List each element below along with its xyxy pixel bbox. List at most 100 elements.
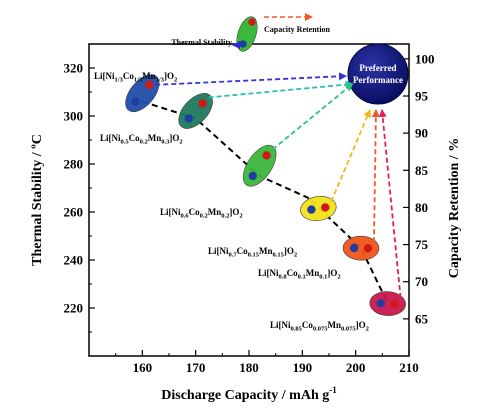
material-label-subscript: 0.15 bbox=[273, 252, 285, 259]
material-label-subscript: 2 bbox=[366, 326, 369, 333]
material-label-subscript: 0.3 bbox=[161, 139, 170, 146]
material-label-text: Li[Ni bbox=[100, 133, 121, 143]
material-label-subscript: 2 bbox=[337, 274, 340, 281]
material-label-text: Co bbox=[237, 246, 248, 256]
y2-tick-label: 75 bbox=[415, 237, 429, 252]
y2-tick-label: 85 bbox=[415, 163, 429, 178]
material-label-text: Li[Ni bbox=[160, 207, 181, 217]
retention-point bbox=[145, 80, 154, 90]
material-label-text: Mn bbox=[328, 320, 342, 330]
material-label-subscript: 0.5 bbox=[121, 139, 130, 146]
material-label-text: Co bbox=[302, 320, 313, 330]
x-tick-label: 200 bbox=[346, 360, 366, 375]
y-tick-label: 220 bbox=[64, 301, 84, 316]
y-tick-label: 240 bbox=[64, 253, 84, 268]
material-label: Li[Ni0.7Co0.15Mn0.15]O2 bbox=[208, 246, 297, 259]
x-axis-title-text: Discharge Capacity / mAh g bbox=[161, 388, 329, 403]
material-label-subscript: 2 bbox=[174, 77, 177, 84]
y2-tick-label: 100 bbox=[415, 51, 435, 66]
thermal-point bbox=[349, 243, 359, 253]
y2-tick-label: 65 bbox=[415, 311, 429, 326]
material-label-text: Li[Ni bbox=[270, 320, 291, 330]
arrow-to-preferred bbox=[371, 109, 380, 243]
material-label-subscript: 0.15 bbox=[248, 252, 260, 259]
legend-bubble bbox=[236, 16, 258, 52]
material-label: Li[Ni1/3Co1/3Mn1/3]O2 bbox=[94, 71, 177, 84]
material-label-text: Li[Ni bbox=[258, 268, 279, 278]
material-label: Li[Ni0.85Co0.075Mn0.075]O2 bbox=[270, 320, 369, 333]
material-label-text: ]O bbox=[169, 133, 179, 143]
arrow-to-preferred bbox=[208, 80, 354, 99]
material-label-text: ]O bbox=[229, 207, 239, 217]
y-tick-label: 320 bbox=[64, 61, 84, 76]
thermal-point bbox=[184, 114, 193, 123]
material-label-subscript: 0.2 bbox=[140, 139, 148, 146]
thermal-point bbox=[376, 299, 385, 308]
y2-tick-label: 90 bbox=[415, 126, 428, 141]
arrow-to-preferred bbox=[330, 109, 371, 202]
legend-thermal-label: Thermal Stability bbox=[171, 38, 232, 47]
retention-point bbox=[198, 99, 207, 108]
material-label-text: Co bbox=[123, 71, 134, 81]
retention-point bbox=[321, 203, 330, 212]
arrow-to-preferred bbox=[155, 72, 347, 86]
material-label-subscript: 0.7 bbox=[229, 252, 238, 259]
material-label-subscript: 0.8 bbox=[279, 274, 288, 281]
material-label-subscript: 0.2 bbox=[221, 213, 229, 220]
legend-retention-point bbox=[248, 18, 256, 26]
material-bubble bbox=[178, 93, 213, 129]
material-label-text: Mn bbox=[306, 268, 320, 278]
material-label-subscript: 0.1 bbox=[319, 274, 327, 281]
material-label: Li[Ni0.5Co0.2Mn0.3]O2 bbox=[100, 133, 183, 146]
x-tick-label: 210 bbox=[399, 360, 419, 375]
material-bubble bbox=[369, 291, 406, 316]
material-label-text: ]O bbox=[164, 71, 174, 81]
material-label-text: ]O bbox=[284, 246, 294, 256]
x-tick-label: 170 bbox=[186, 360, 206, 375]
y2-tick-label: 80 bbox=[415, 200, 428, 215]
arrow-to-preferred bbox=[378, 109, 402, 299]
preferred-label-line1: Preferred bbox=[359, 63, 396, 73]
material-label-subscript: 0.075 bbox=[341, 326, 356, 333]
material-label-subscript: 1/3 bbox=[115, 77, 124, 84]
material-label-subscript: 0.6 bbox=[181, 213, 190, 220]
x-tick-label: 190 bbox=[293, 360, 313, 375]
material-label-text: Mn bbox=[208, 207, 222, 217]
material-label-text: Mn bbox=[259, 246, 273, 256]
preferred-performance-circle bbox=[347, 43, 409, 105]
preferred-label-line2: Performance bbox=[353, 75, 403, 85]
material-label-text: Mn bbox=[148, 133, 162, 143]
thermal-point bbox=[131, 97, 140, 106]
material-label-subscript: 1/3 bbox=[156, 77, 165, 84]
x-axis-title: Discharge Capacity / mAh g-1 bbox=[161, 385, 337, 403]
legend-thermal-point bbox=[239, 40, 247, 48]
material-label-text: Mn bbox=[142, 71, 156, 81]
material-label: Li[Ni0.8Co0.1Mn0.1]O2 bbox=[258, 268, 341, 281]
retention-point bbox=[262, 151, 271, 160]
material-bubble bbox=[300, 196, 337, 221]
arrow-to-preferred bbox=[272, 83, 354, 151]
material-label: Li[Ni0.6Co0.2Mn0.2]O2 bbox=[160, 207, 243, 220]
material-label-subscript: 0.2 bbox=[200, 213, 208, 220]
thermal-point bbox=[248, 171, 257, 181]
retention-point bbox=[363, 244, 373, 253]
material-label-subscript: 1/3 bbox=[134, 77, 143, 84]
thermal-point bbox=[307, 205, 316, 214]
material-label-text: Li[Ni bbox=[208, 246, 229, 256]
material-label-subscript: 0.1 bbox=[298, 274, 306, 281]
legend-retention-label: Capacity Retention bbox=[264, 25, 331, 34]
material-label-text: Co bbox=[287, 268, 298, 278]
x-axis-title-sup: -1 bbox=[329, 385, 337, 395]
y-tick-label: 300 bbox=[64, 109, 84, 124]
y2-tick-label: 95 bbox=[415, 89, 429, 104]
y2-tick-label: 70 bbox=[415, 274, 428, 289]
material-label-text: ]O bbox=[327, 268, 337, 278]
x-tick-label: 160 bbox=[133, 360, 153, 375]
material-label-text: Co bbox=[129, 133, 140, 143]
material-label-text: ]O bbox=[356, 320, 366, 330]
y-tick-label: 280 bbox=[64, 157, 84, 172]
material-label-subscript: 2 bbox=[239, 213, 242, 220]
y-tick-label: 260 bbox=[64, 205, 84, 220]
